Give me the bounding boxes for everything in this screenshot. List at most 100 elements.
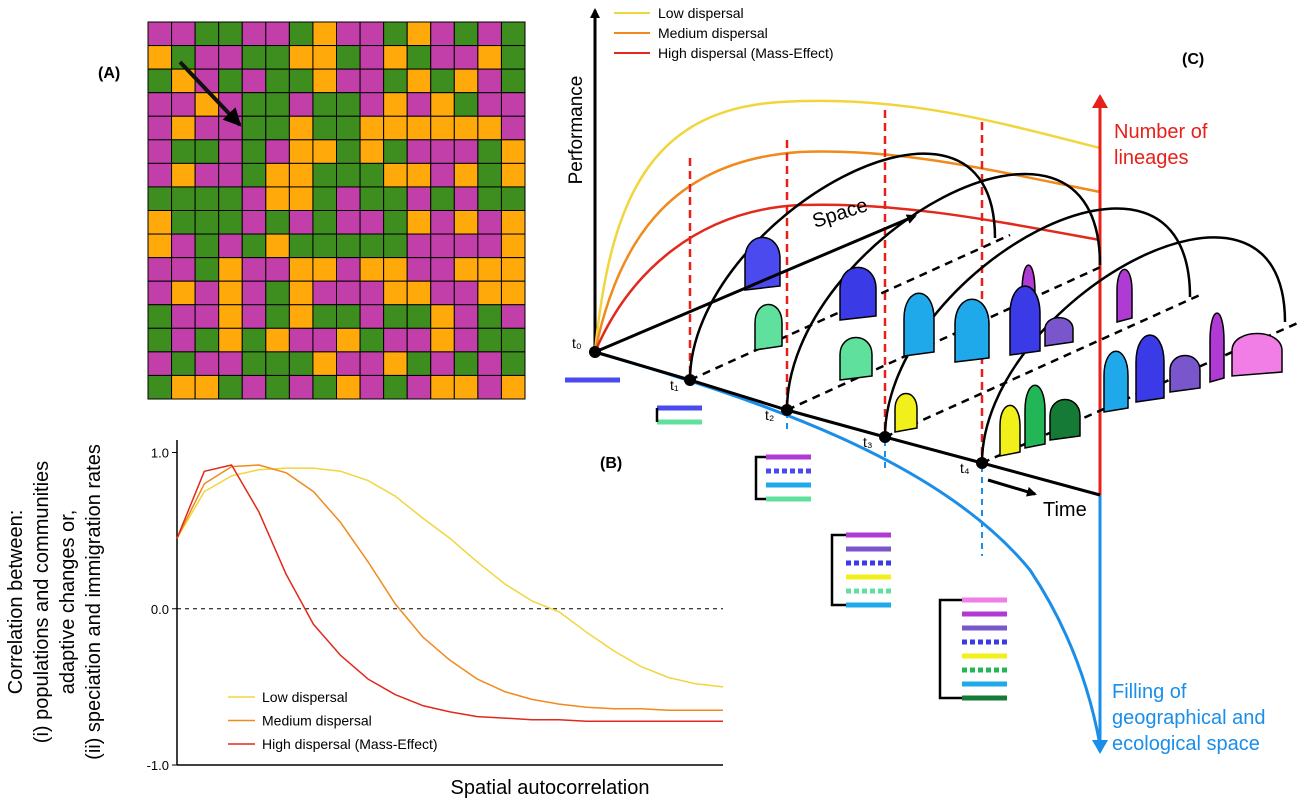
grid-cell xyxy=(501,375,525,399)
grid-cell xyxy=(501,187,525,211)
grid-cell xyxy=(242,234,266,258)
y-axis-label: adaptive changes or, xyxy=(57,510,79,695)
grid-cell xyxy=(501,93,525,117)
grid-cell xyxy=(478,375,502,399)
grid-cell xyxy=(195,234,219,258)
grid-cell xyxy=(266,328,290,352)
grid-cell xyxy=(172,328,196,352)
grid-cell xyxy=(501,234,525,258)
grid-cell xyxy=(384,93,408,117)
grid-cell xyxy=(431,234,455,258)
grid-cell xyxy=(266,258,290,282)
grid-cell xyxy=(289,281,313,305)
grid-cell xyxy=(431,46,455,70)
grid-cell xyxy=(478,187,502,211)
grid-cell xyxy=(266,234,290,258)
grid-cell xyxy=(407,116,431,140)
grid-cell xyxy=(148,187,172,211)
grid-cell xyxy=(266,93,290,117)
grid-cell xyxy=(242,328,266,352)
grid-cell xyxy=(195,328,219,352)
grid-cell xyxy=(313,258,337,282)
y-tick-label: -1.0 xyxy=(147,758,169,773)
grid-cell xyxy=(454,140,478,164)
grid-cell xyxy=(384,22,408,46)
grid-cell xyxy=(195,163,219,187)
grid-cell xyxy=(501,22,525,46)
time-label: t₀ xyxy=(572,335,582,351)
grid-cell xyxy=(148,234,172,258)
grid-cell xyxy=(219,116,243,140)
grid-cell xyxy=(195,352,219,376)
grid-cell xyxy=(501,163,525,187)
grid-cell xyxy=(407,211,431,235)
grid-cell xyxy=(289,234,313,258)
legend-label: Medium dispersal xyxy=(658,25,768,41)
grid-cell xyxy=(407,187,431,211)
grid-cell xyxy=(289,328,313,352)
grid-cell xyxy=(360,140,384,164)
grid-cell xyxy=(172,211,196,235)
grid-cell xyxy=(195,258,219,282)
grid-cell xyxy=(337,187,361,211)
grid-cell xyxy=(266,69,290,93)
grid-cell xyxy=(313,22,337,46)
niche xyxy=(1050,400,1080,441)
grid-cell xyxy=(454,163,478,187)
grid-cell xyxy=(407,305,431,329)
grid-cell xyxy=(454,352,478,376)
grid-cell xyxy=(266,46,290,70)
grid-cell xyxy=(148,140,172,164)
grid-cell xyxy=(501,211,525,235)
x-axis-label: Spatial autocorrelation xyxy=(450,777,649,799)
grid-cell xyxy=(454,234,478,258)
axis-label: Time xyxy=(1043,499,1087,521)
grid-cell xyxy=(242,116,266,140)
niche xyxy=(1000,405,1020,456)
grid-cell xyxy=(148,352,172,376)
niche xyxy=(1232,333,1282,376)
grid-cell xyxy=(431,22,455,46)
grid-cell xyxy=(242,258,266,282)
grid-cell xyxy=(313,234,337,258)
grid-cell xyxy=(384,211,408,235)
grid-cell xyxy=(431,116,455,140)
grid-cell xyxy=(242,187,266,211)
grid-cell xyxy=(148,211,172,235)
grid-cell xyxy=(172,187,196,211)
grid-cell xyxy=(313,46,337,70)
grid-cell xyxy=(172,258,196,282)
grid-cell xyxy=(478,46,502,70)
nodes xyxy=(589,346,988,469)
grid-cell xyxy=(337,234,361,258)
grid-cell xyxy=(454,328,478,352)
panel-label: (C) xyxy=(1182,51,1204,68)
grid-cell xyxy=(337,281,361,305)
axis-label: Number of xyxy=(1114,121,1208,143)
grid-cell xyxy=(360,281,384,305)
grid-cell xyxy=(337,69,361,93)
grid-cell xyxy=(360,375,384,399)
legend-label: High dispersal (Mass-Effect) xyxy=(658,45,834,61)
niche xyxy=(1210,313,1224,382)
grid-cell xyxy=(384,187,408,211)
grid-cell xyxy=(148,46,172,70)
grid-cell xyxy=(195,140,219,164)
grid-cell xyxy=(360,69,384,93)
grid-cell xyxy=(242,211,266,235)
grid-cell xyxy=(431,211,455,235)
grid-cell xyxy=(384,352,408,376)
grid-cell xyxy=(266,281,290,305)
grid-cell xyxy=(266,22,290,46)
niche xyxy=(895,394,917,432)
grid-cell xyxy=(219,328,243,352)
grid-cell xyxy=(172,22,196,46)
grid-cell xyxy=(337,375,361,399)
series-line xyxy=(177,468,723,687)
time-label: t₄ xyxy=(960,460,970,476)
grid-cell xyxy=(313,93,337,117)
grid-cell xyxy=(501,69,525,93)
grid-cell xyxy=(313,140,337,164)
grid-cell xyxy=(313,352,337,376)
grid-cell xyxy=(360,328,384,352)
